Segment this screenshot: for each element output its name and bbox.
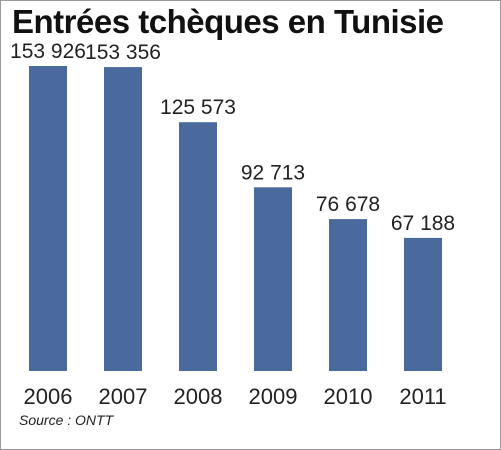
- bar-2007: [104, 67, 142, 371]
- bar-2009: [254, 187, 292, 371]
- value-label-2009: 92 713: [241, 161, 305, 184]
- value-label-2011: 67 188: [391, 212, 455, 235]
- x-tick-2008: 2008: [174, 384, 223, 409]
- x-tick-2007: 2007: [99, 384, 148, 409]
- value-label-2007: 153 356: [85, 41, 161, 64]
- bar-2006: [29, 66, 67, 371]
- value-label-2008: 125 573: [160, 96, 236, 119]
- bar-2008: [179, 122, 217, 371]
- x-tick-2010: 2010: [324, 384, 373, 409]
- value-label-2006: 153 926: [10, 40, 86, 63]
- bar-2010: [329, 219, 367, 371]
- x-tick-2009: 2009: [249, 384, 298, 409]
- source-note: Source : ONTT: [19, 412, 114, 428]
- x-tick-2011: 2011: [399, 384, 446, 409]
- value-label-2010: 76 678: [316, 193, 380, 216]
- x-tick-2006: 2006: [24, 384, 73, 409]
- chart-title: Entrées tchèques en Tunisie: [12, 3, 444, 40]
- bar-2011: [404, 237, 442, 371]
